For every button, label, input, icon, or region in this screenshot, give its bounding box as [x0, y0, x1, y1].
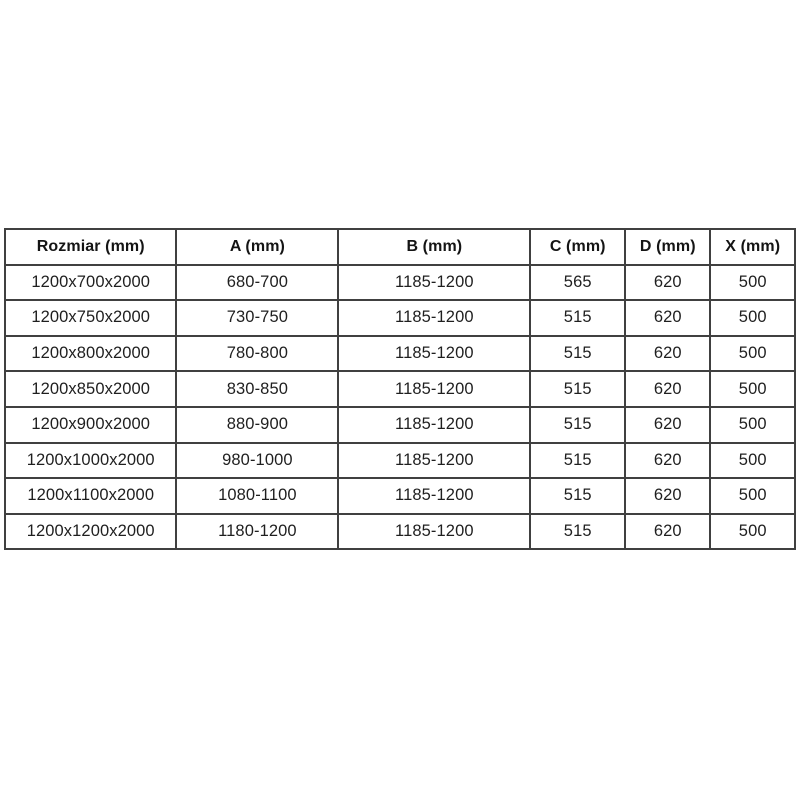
table-cell: 515: [529, 441, 627, 480]
table-cell: 1200x700x2000: [3, 263, 178, 302]
table-cell: 1200x800x2000: [3, 334, 178, 373]
table-cell: 1185-1200: [337, 334, 532, 373]
table-cell: 730-750: [175, 299, 340, 337]
table-row: 1200x1100x2000 1080-1100 1185-1200 515 620 50…: [3, 477, 796, 515]
table-cell: 1185-1200: [337, 299, 532, 337]
table-cell: 1185-1200: [337, 370, 532, 408]
table-row: 1200x850x2000 830-850 1185-1200 515 620 500: [3, 370, 796, 408]
table-cell: 500: [709, 441, 796, 480]
column-header: A (mm): [175, 228, 340, 266]
table-cell: 1180-1200: [175, 512, 340, 551]
table-cell: 500: [709, 512, 796, 551]
table-row: 1200x900x2000 880-900 1185-1200 515 620 500: [3, 405, 796, 444]
table-cell: 620: [624, 299, 712, 337]
table-cell: 1185-1200: [337, 477, 532, 515]
table-cell: 515: [529, 405, 627, 444]
table-cell: 1185-1200: [337, 512, 532, 551]
table-cell: 680-700: [175, 263, 340, 302]
table-cell: 515: [529, 370, 627, 408]
table-cell: 515: [529, 299, 627, 337]
column-header: C (mm): [529, 228, 627, 266]
table-row: 1200x800x2000 780-800 1185-1200 515 620 500: [3, 334, 796, 373]
table-cell: 620: [624, 263, 712, 302]
table-cell: 1080-1100: [175, 477, 340, 515]
table-cell: 1200x850x2000: [3, 370, 178, 408]
dimensions-table-container: Rozmiar (mm) A (mm) B (mm) C (mm) D (mm) X (m…: [3, 228, 796, 551]
table-cell: 515: [529, 334, 627, 373]
table-cell: 620: [624, 370, 712, 408]
table-row: 1200x1000x2000 980-1000 1185-1200 515 620 500: [3, 441, 796, 480]
table-cell: 1200x1200x2000: [3, 512, 178, 551]
table-cell: 620: [624, 405, 712, 444]
table-row: 1200x1200x2000 1180-1200 1185-1200 515 620 50…: [3, 512, 796, 551]
table-cell: 620: [624, 512, 712, 551]
table-cell: 880-900: [175, 405, 340, 444]
column-header: Rozmiar (mm): [3, 228, 178, 266]
table-header-row: Rozmiar (mm) A (mm) B (mm) C (mm) D (mm) X (m…: [3, 228, 796, 266]
table-cell: 780-800: [175, 334, 340, 373]
table-cell: 620: [624, 477, 712, 515]
table-cell: 1185-1200: [337, 441, 532, 480]
table-cell: 515: [529, 477, 627, 515]
table-cell: 1185-1200: [337, 263, 532, 302]
table-cell: 565: [529, 263, 627, 302]
table-row: 1200x750x2000 730-750 1185-1200 515 620 500: [3, 299, 796, 337]
column-header: D (mm): [624, 228, 712, 266]
column-header: B (mm): [337, 228, 532, 266]
table-cell: 515: [529, 512, 627, 551]
table-cell: 1200x1000x2000: [3, 441, 178, 480]
table-cell: 620: [624, 441, 712, 480]
table-cell: 1185-1200: [337, 405, 532, 444]
table-cell: 980-1000: [175, 441, 340, 480]
table-cell: 500: [709, 299, 796, 337]
dimensions-table: Rozmiar (mm) A (mm) B (mm) C (mm) D (mm) X (m…: [3, 228, 796, 551]
column-header: X (mm): [709, 228, 796, 266]
table-cell: 1200x750x2000: [3, 299, 178, 337]
table-cell: 500: [709, 477, 796, 515]
table-cell: 500: [709, 370, 796, 408]
table-cell: 500: [709, 263, 796, 302]
table-cell: 1200x1100x2000: [3, 477, 178, 515]
table-cell: 500: [709, 334, 796, 373]
table-cell: 620: [624, 334, 712, 373]
table-cell: 500: [709, 405, 796, 444]
table-cell: 830-850: [175, 370, 340, 408]
table-cell: 1200x900x2000: [3, 405, 178, 444]
table-row: 1200x700x2000 680-700 1185-1200 565 620 500: [3, 263, 796, 302]
